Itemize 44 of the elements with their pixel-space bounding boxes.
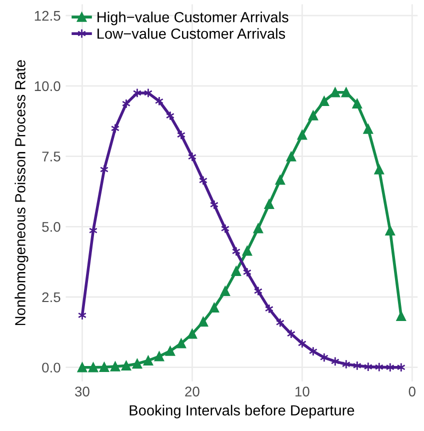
point [363, 124, 374, 134]
point [132, 358, 142, 369]
point [121, 360, 132, 371]
point [154, 352, 164, 362]
point [187, 329, 198, 339]
point [352, 98, 362, 109]
point [308, 110, 318, 120]
point [341, 88, 352, 98]
x-tick-label: 30 [75, 386, 90, 396]
point [319, 96, 330, 106]
point [77, 362, 88, 372]
point [330, 88, 340, 98]
point [220, 286, 230, 296]
point [231, 266, 242, 276]
y-tick-label: 2.5 [42, 292, 60, 302]
y-axis-title: Nonhomogeneous Poisson Process Rate [14, 60, 28, 326]
point [99, 362, 110, 372]
point [297, 130, 308, 140]
y-tick-label: 12.5 [34, 10, 60, 21]
point [253, 223, 264, 234]
x-tick-label: 10 [296, 386, 310, 396]
y-tick-label: 0.0 [42, 362, 60, 373]
point [275, 175, 286, 185]
x-tick-label: 0 [408, 386, 416, 396]
legend-label: High−value Customer Arrivals [98, 12, 288, 26]
point [286, 152, 296, 162]
point [264, 199, 274, 209]
point [143, 356, 154, 366]
point [198, 316, 208, 327]
legend-label: Low−value Customer Arrivals [98, 28, 286, 39]
point [88, 362, 98, 372]
point [176, 338, 186, 348]
x-tick-label: 20 [185, 386, 200, 396]
point [242, 246, 252, 256]
point [165, 346, 176, 356]
point [385, 226, 396, 236]
point [209, 302, 220, 313]
point [396, 311, 406, 322]
y-tick-label: 10.0 [34, 81, 60, 92]
x-axis-title: Booking Intervals before Departure [130, 404, 354, 418]
point [110, 362, 120, 372]
y-tick-label: 7.5 [42, 152, 60, 162]
y-tick-label: 5.0 [42, 222, 60, 232]
point [374, 164, 384, 174]
